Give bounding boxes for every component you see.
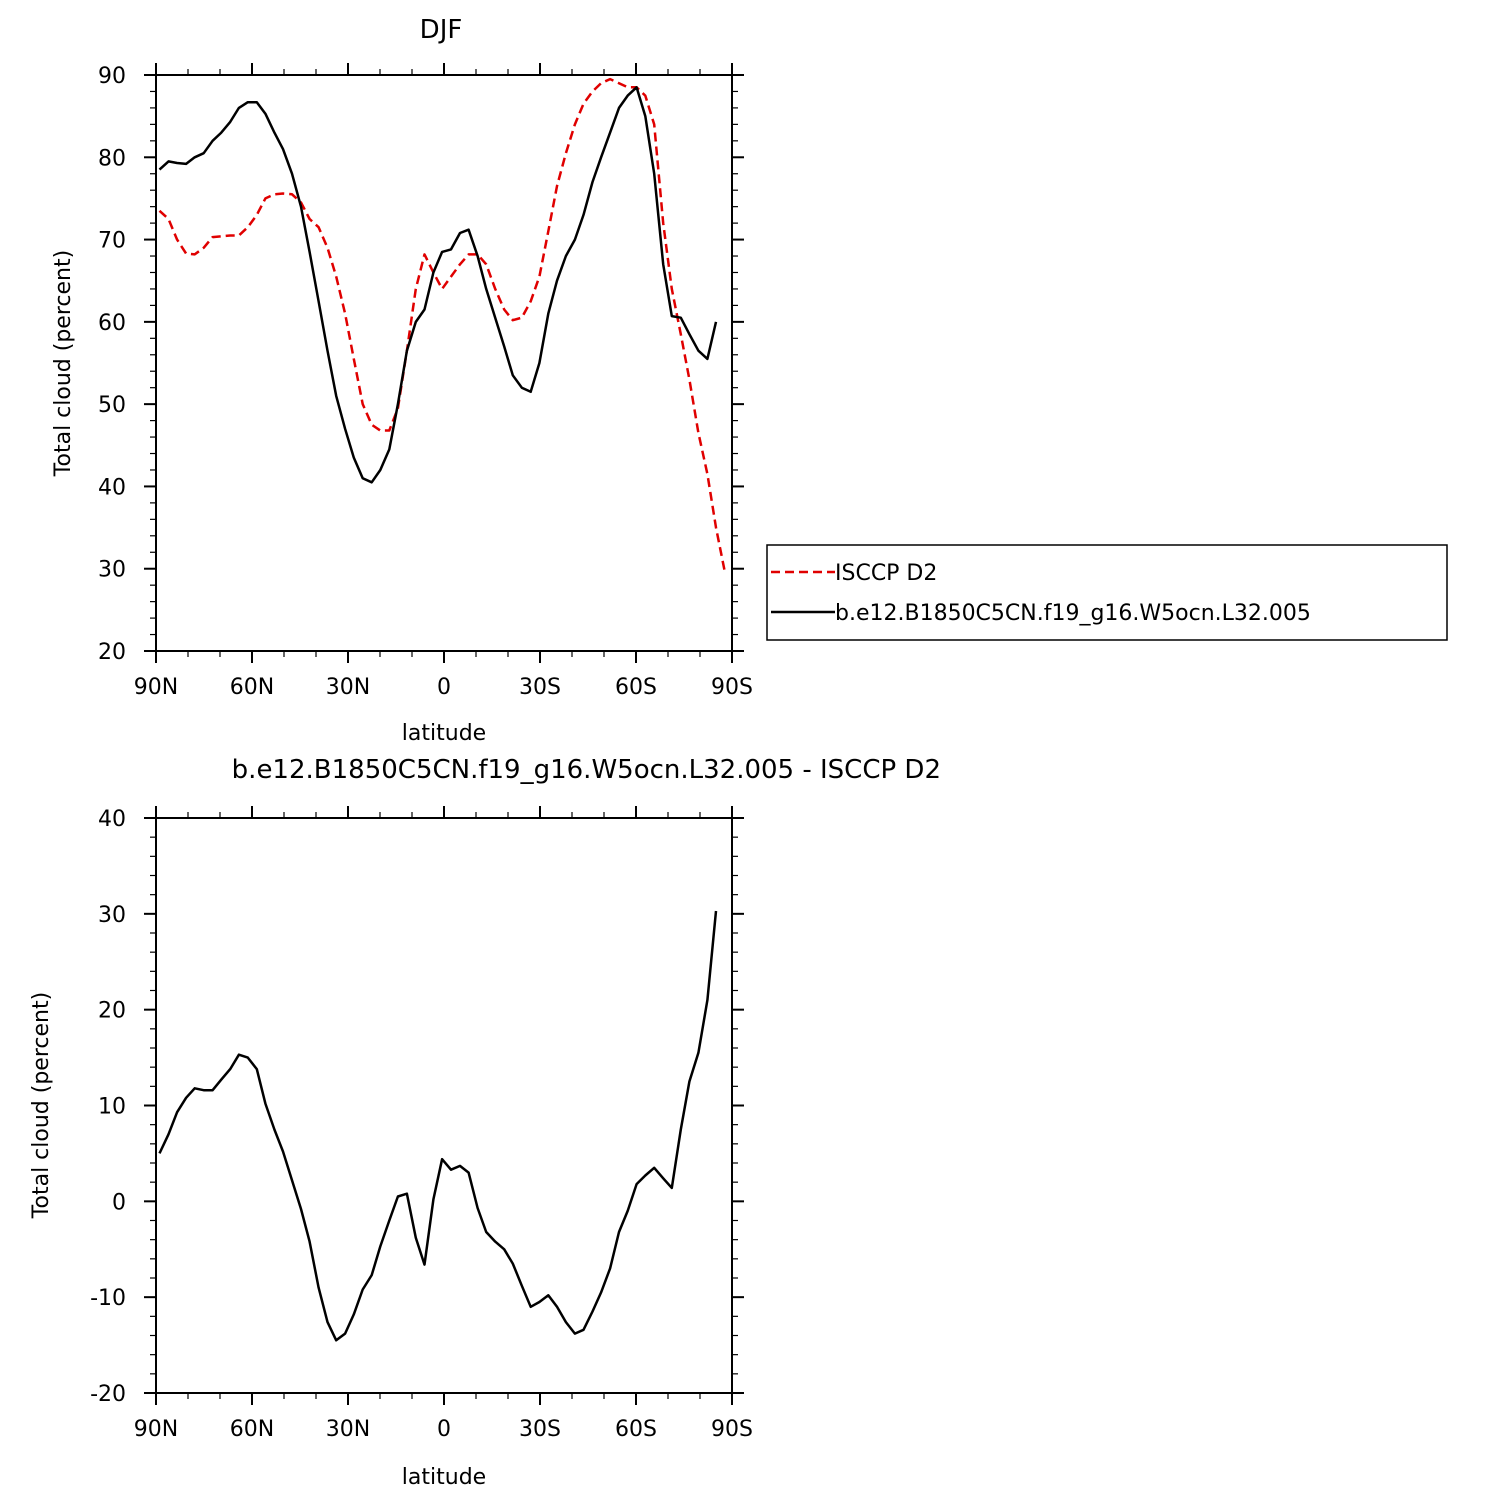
bottom-x-axis-label: latitude — [402, 1465, 486, 1490]
legend-label-model: b.e12.B1850C5CN.f19_g16.W5ocn.L32.005 — [835, 601, 1311, 626]
bottom-chart-title: b.e12.B1850C5CN.f19_g16.W5ocn.L32.005 - … — [232, 755, 941, 785]
top-y-tick-label: 40 — [98, 475, 126, 500]
bottom-y-tick-label: -20 — [90, 1382, 126, 1407]
top-x-tick-label: 60N — [230, 675, 274, 700]
bottom-x-tick-label: 60N — [230, 1417, 274, 1442]
bottom-y-tick-label: 10 — [98, 1095, 126, 1120]
bottom-x-tick-label: 0 — [437, 1417, 451, 1442]
top-y-tick-label: 60 — [98, 311, 126, 336]
top-y-tick-label: 30 — [98, 558, 126, 583]
bottom-x-tick-label: 90S — [711, 1417, 753, 1442]
legend: ISCCP D2 b.e12.B1850C5CN.f19_g16.W5ocn.L… — [766, 544, 1448, 641]
legend-box — [766, 544, 1448, 641]
top-x-tick-label: 30N — [326, 675, 370, 700]
top-x-axis-label: latitude — [402, 721, 486, 746]
bottom-y-tick-label: 0 — [112, 1190, 126, 1215]
top-x-tick-label: 90S — [711, 675, 753, 700]
bottom-plot-frame — [155, 817, 733, 1394]
top-x-tick-label: 30S — [519, 675, 561, 700]
top-y-axis-label: Total cloud (percent) — [51, 250, 76, 477]
bottom-y-tick-label: 40 — [98, 807, 126, 832]
top-x-tick-label: 0 — [437, 675, 451, 700]
bottom-x-tick-label: 90N — [134, 1417, 178, 1442]
top-y-tick-label: 50 — [98, 393, 126, 418]
top-x-tick-label: 60S — [615, 675, 657, 700]
bottom-y-tick-label: 20 — [98, 999, 126, 1024]
bottom-x-tick-label: 30S — [519, 1417, 561, 1442]
bottom-y-axis-label: Total cloud (percent) — [29, 992, 54, 1219]
bottom-panel: b.e12.B1850C5CN.f19_g16.W5ocn.L32.005 - … — [29, 755, 941, 1490]
bottom-x-tick-label: 30N — [326, 1417, 370, 1442]
bottom-series-line-model — [158, 910, 718, 1342]
top-y-tick-label: 20 — [98, 640, 126, 665]
top-series-line-model — [158, 86, 718, 484]
top-series-line-isccp — [158, 77, 727, 574]
bottom-y-tick-label: -10 — [90, 1286, 126, 1311]
bottom-y-tick-label: 30 — [98, 903, 126, 928]
top-chart-title: DJF — [420, 15, 463, 45]
legend-label-isccp: ISCCP D2 — [835, 561, 937, 586]
top-x-tick-label: 90N — [134, 675, 178, 700]
top-plot-frame — [155, 74, 733, 652]
top-y-tick-label: 80 — [98, 146, 126, 171]
top-y-tick-label: 70 — [98, 229, 126, 254]
bottom-x-tick-label: 60S — [615, 1417, 657, 1442]
top-y-tick-label: 90 — [98, 64, 126, 89]
